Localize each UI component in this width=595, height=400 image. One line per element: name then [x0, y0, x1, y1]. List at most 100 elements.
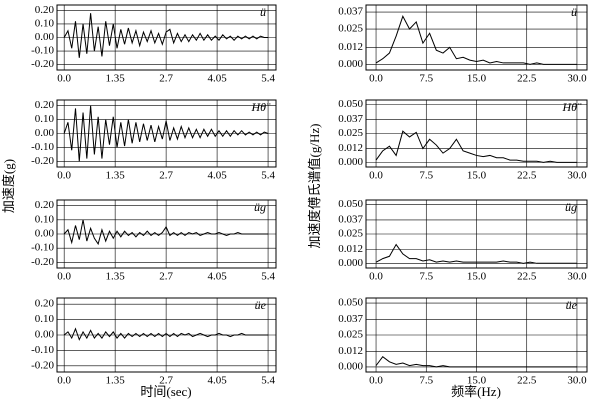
annotation: Hθ̈ — [561, 100, 582, 114]
y-tick-label: -0.20 — [31, 58, 54, 70]
y-tick-label: 0.10 — [35, 113, 55, 125]
y-tick-label: 0.20 — [35, 99, 55, 111]
y-tick-label: 0.037 — [338, 213, 363, 225]
annotation: ü — [260, 5, 266, 19]
x-tick-label: 15.0 — [467, 271, 487, 283]
y-tick-label: 0.012 — [338, 243, 363, 255]
x-tick-label: 5.4 — [261, 170, 275, 182]
x-tick-label: 0.0 — [57, 271, 71, 283]
y-tick-label: 0.000 — [338, 156, 363, 168]
y-tick-label: 0.025 — [338, 329, 363, 341]
y-tick-label: -0.10 — [31, 242, 54, 254]
y-tick-label: 0.20 — [35, 4, 55, 16]
left-x-label: 时间(sec) — [140, 384, 191, 399]
annotation: üg — [565, 200, 577, 214]
x-tick-label: 22.5 — [517, 73, 537, 85]
y-tick-label: 0.000 — [338, 58, 363, 70]
data-line — [63, 327, 269, 341]
plot-frame — [365, 297, 588, 373]
x-tick-label: 5.4 — [261, 271, 275, 283]
y-tick-label: 0.000 — [338, 360, 363, 372]
y-tick-label: 0.000 — [338, 257, 363, 269]
plot-frame — [365, 4, 588, 71]
x-tick-label: 1.35 — [106, 73, 126, 85]
plot-frame — [56, 4, 277, 71]
plot-frame — [56, 199, 277, 269]
x-tick-label: 4.05 — [207, 73, 227, 85]
y-tick-label: 0.037 — [338, 6, 363, 18]
y-tick-label: 0.10 — [35, 313, 55, 325]
data-line — [63, 13, 269, 58]
x-tick-label: 2.7 — [159, 375, 173, 387]
data-line — [63, 219, 269, 246]
plot-frame — [365, 199, 588, 269]
x-tick-label: 22.5 — [517, 271, 537, 283]
y-tick-label: 0.00 — [35, 228, 55, 240]
y-tick-label: -0.10 — [31, 344, 54, 356]
y-tick-label: 0.012 — [338, 142, 363, 154]
annotation: üe — [255, 298, 267, 312]
x-tick-label: 0.0 — [57, 375, 71, 387]
y-tick-label: 0.10 — [35, 17, 55, 29]
plot-frame — [56, 99, 277, 168]
x-tick-label: 15.0 — [467, 73, 487, 85]
x-tick-label: 2.7 — [159, 73, 173, 85]
y-tick-label: 0.10 — [35, 213, 55, 225]
x-tick-label: 0.0 — [369, 375, 383, 387]
annotation: Hθ̈ — [250, 100, 271, 114]
right-y-label: 加速度傅氏谱值(g/Hz) — [307, 124, 322, 249]
x-tick-label: 22.5 — [517, 375, 537, 387]
x-tick-label: 0.0 — [369, 271, 383, 283]
annotation: üe — [566, 298, 578, 312]
data-line — [375, 243, 577, 264]
x-tick-label: 15.0 — [467, 170, 487, 182]
data-line — [375, 130, 577, 163]
x-tick-label: 7.5 — [419, 375, 433, 387]
y-tick-label: 0.037 — [338, 113, 363, 125]
x-tick-label: 5.4 — [261, 73, 275, 85]
x-tick-label: 0.0 — [369, 170, 383, 182]
y-tick-label: -0.10 — [31, 141, 54, 153]
x-tick-label: 1.35 — [106, 170, 126, 182]
x-tick-label: 7.5 — [419, 170, 433, 182]
y-tick-label: 0.050 — [338, 198, 363, 210]
x-tick-label: 7.5 — [419, 73, 433, 85]
x-tick-label: 0.0 — [57, 170, 71, 182]
y-tick-label: 0.00 — [35, 127, 55, 139]
data-line — [63, 105, 269, 162]
y-tick-label: 0.025 — [338, 127, 363, 139]
y-tick-label: 0.025 — [338, 23, 363, 35]
data-line — [375, 355, 577, 368]
x-tick-label: 5.4 — [261, 375, 275, 387]
y-tick-label: 0.037 — [338, 313, 363, 325]
x-tick-label: 30.0 — [567, 170, 587, 182]
y-tick-label: 0.025 — [338, 228, 363, 240]
data-line — [375, 15, 577, 65]
y-tick-label: -0.20 — [31, 256, 54, 268]
y-tick-label: -0.20 — [31, 155, 54, 167]
y-tick-label: 0.050 — [338, 297, 363, 309]
x-tick-label: 2.7 — [159, 271, 173, 283]
plot-frame — [56, 297, 277, 373]
y-tick-label: -0.20 — [31, 359, 54, 371]
x-tick-label: 4.05 — [207, 375, 227, 387]
x-tick-label: 0.0 — [369, 73, 383, 85]
x-tick-label: 1.35 — [106, 271, 126, 283]
y-tick-label: 0.012 — [338, 41, 363, 53]
y-tick-label: -0.10 — [31, 45, 54, 57]
x-tick-label: 2.7 — [159, 170, 173, 182]
y-tick-label: 0.00 — [35, 31, 55, 43]
annotation: üg — [254, 200, 266, 214]
x-tick-label: 7.5 — [419, 271, 433, 283]
x-tick-label: 0.0 — [57, 73, 71, 85]
x-tick-label: 1.35 — [106, 375, 126, 387]
x-tick-label: 15.0 — [467, 375, 487, 387]
y-tick-label: 0.050 — [338, 98, 363, 110]
right-x-label: 频率(Hz) — [451, 384, 501, 399]
plot-frame — [365, 99, 588, 168]
y-tick-label: 0.20 — [35, 199, 55, 211]
left-y-label: 加速度(g) — [1, 159, 16, 213]
y-tick-label: 0.012 — [338, 345, 363, 357]
x-tick-label: 30.0 — [567, 375, 587, 387]
